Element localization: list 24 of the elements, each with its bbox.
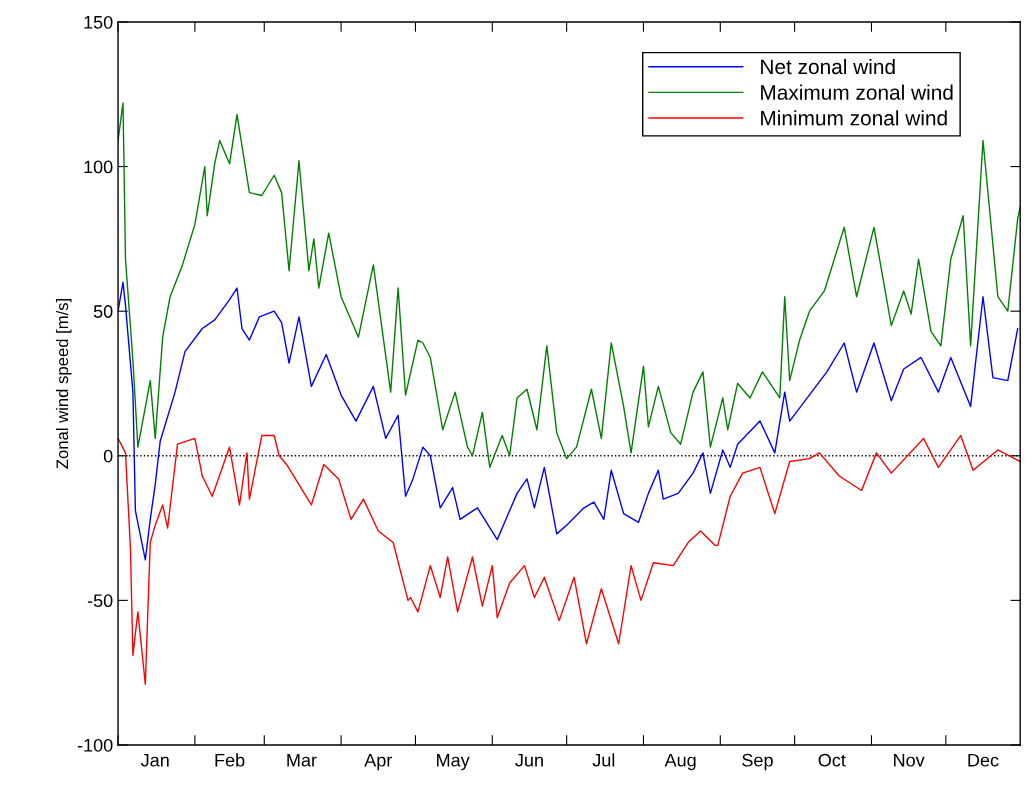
- legend-label: Minimum zonal wind: [761, 110, 947, 126]
- x-tick-label: Nov: [894, 753, 925, 767]
- x-tick-label: Aug: [664, 753, 696, 771]
- y-tick-label: 0: [103, 449, 113, 463]
- legend-label: Maximum zonal wind: [761, 84, 953, 100]
- line-series: [118, 281, 1019, 561]
- x-tick-label: Sep: [742, 753, 773, 771]
- y-axis-title: Zonal wind speed [m/s]: [55, 298, 72, 469]
- x-tick-label: Mar: [287, 753, 317, 767]
- x-tick-label: Feb: [215, 753, 245, 767]
- x-tick-label: May: [437, 753, 470, 771]
- y-tick-label: 150: [84, 15, 113, 29]
- x-tick-label: Apr: [364, 753, 393, 771]
- x-tick-label: Jan: [140, 753, 169, 767]
- y-tick-label: -100: [77, 738, 113, 752]
- y-tick-label: 100: [84, 160, 113, 174]
- legend-label: Net zonal wind: [761, 58, 895, 75]
- y-tick-label: -50: [87, 594, 113, 608]
- x-tick-label: Jul: [592, 753, 615, 767]
- x-tick-label: Oct: [818, 753, 846, 767]
- x-tick-label: Jun: [515, 753, 543, 767]
- x-tick-label: Dec: [968, 753, 999, 767]
- line-series: [118, 434, 1021, 685]
- y-tick-label: 50: [93, 305, 113, 318]
